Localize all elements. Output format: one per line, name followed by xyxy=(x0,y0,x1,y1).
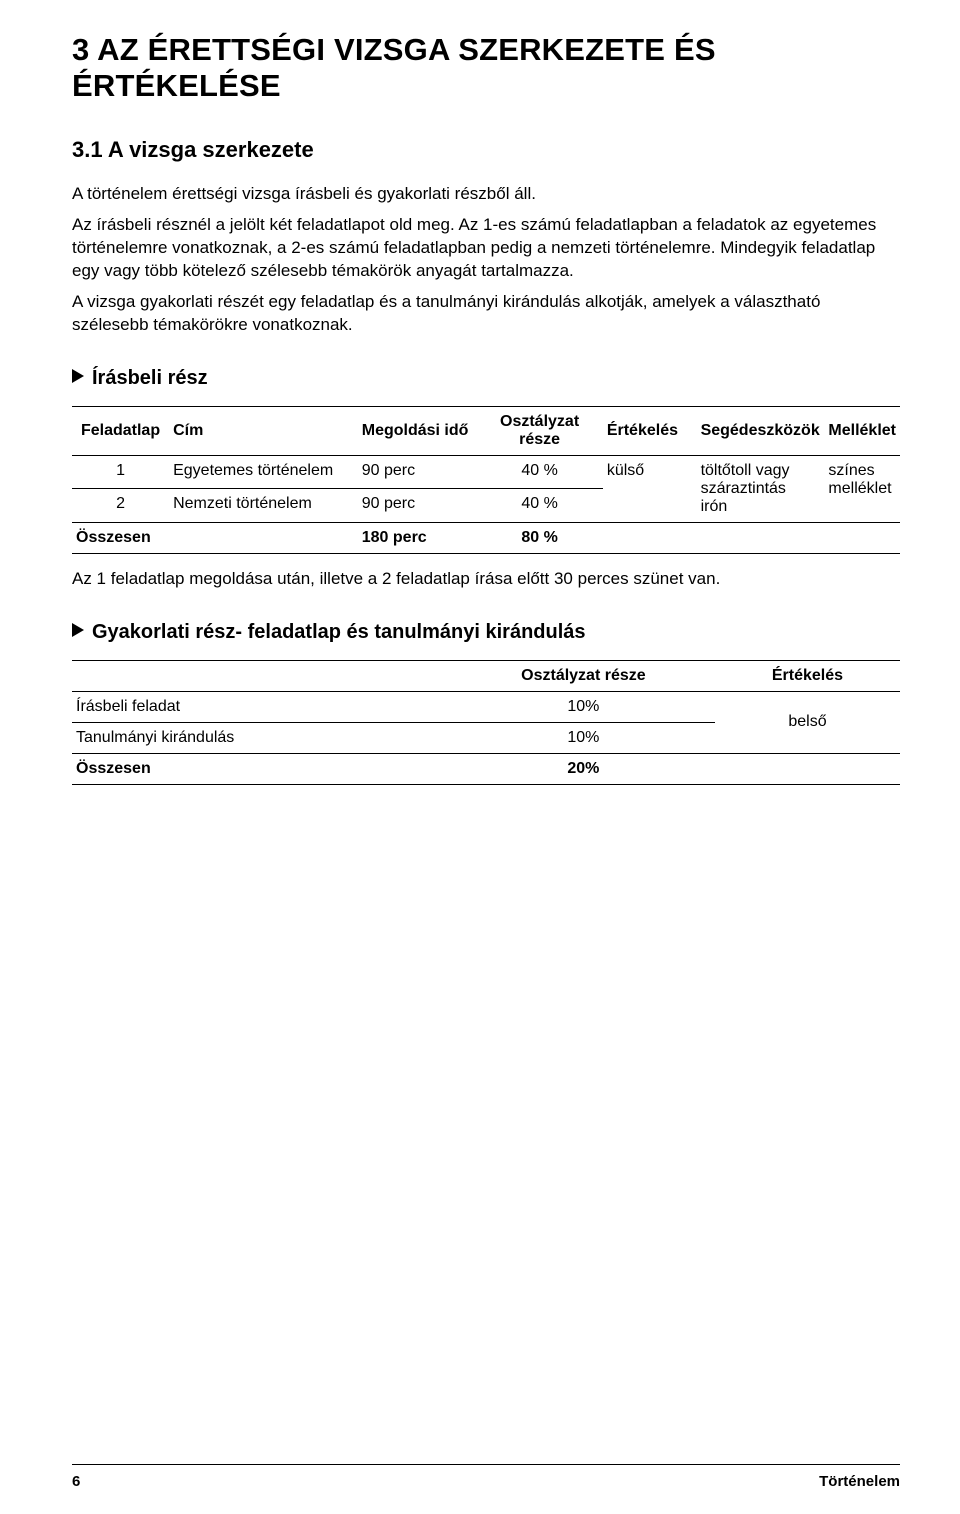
table-row: 1 Egyetemes történelem 90 perc 40 % küls… xyxy=(72,455,900,489)
cell-val: 10% xyxy=(452,691,715,722)
subject-label: Történelem xyxy=(819,1473,900,1490)
cell-ido: 90 perc xyxy=(358,489,477,523)
cell-resz: 40 % xyxy=(476,489,603,523)
title-line1: 3 AZ ÉRETTSÉGI VIZSGA SZERKEZETE ÉS xyxy=(72,32,716,67)
cell-ertekeles: belső xyxy=(715,691,900,753)
col-cim: Cím xyxy=(169,406,358,455)
cell-ido: 90 perc xyxy=(358,455,477,489)
table-header-row: Feladatlap Cím Megoldási idő Osztályzat … xyxy=(72,406,900,455)
heading-text: Írásbeli rész xyxy=(92,367,208,389)
paragraph: A történelem érettségi vizsga írásbeli é… xyxy=(72,183,900,206)
page: 3 AZ ÉRETTSÉGI VIZSGA SZERKEZETE ÉS ÉRTÉ… xyxy=(0,0,960,1514)
triangle-right-icon xyxy=(72,620,84,643)
cell-total-resz: 80 % xyxy=(476,522,603,553)
col-segedeszkozok: Segédeszközök xyxy=(697,406,825,455)
seged-line: száraztintás xyxy=(701,480,786,497)
cell-ertekeles: külső xyxy=(603,455,697,522)
cell-total-val: 20% xyxy=(452,753,715,784)
cell-label: Tanulmányi kirándulás xyxy=(72,722,452,753)
page-title: 3 AZ ÉRETTSÉGI VIZSGA SZERKEZETE ÉS ÉRTÉ… xyxy=(72,32,900,103)
table-row: Írásbeli feladat 10% belső xyxy=(72,691,900,722)
seged-line: irón xyxy=(701,498,728,515)
intro-paragraphs: A történelem érettségi vizsga írásbeli é… xyxy=(72,183,900,337)
written-part-heading: Írásbeli rész xyxy=(72,367,900,390)
paragraph: Az írásbeli résznél a jelölt két feladat… xyxy=(72,214,900,283)
cell-cim: Egyetemes történelem xyxy=(169,455,358,489)
practical-part-heading: Gyakorlati rész- feladatlap és tanulmány… xyxy=(72,621,900,644)
cell-n: 2 xyxy=(72,489,169,523)
cell-label: Írásbeli feladat xyxy=(72,691,452,722)
cell-total-label: Összesen xyxy=(72,522,358,553)
heading-text: Gyakorlati rész- feladatlap és tanulmány… xyxy=(92,621,586,643)
table-header-row: Osztályzat része Értékelés xyxy=(72,660,900,691)
col-osztalyzat-resze: Osztályzat része xyxy=(476,406,603,455)
table-total-row: Összesen 180 perc 80 % xyxy=(72,522,900,553)
paragraph: A vizsga gyakorlati részét egy feladatla… xyxy=(72,291,900,337)
col-megoldasi-ido: Megoldási idő xyxy=(358,406,477,455)
col-feladatlap: Feladatlap xyxy=(72,406,169,455)
cell-total-label: Összesen xyxy=(72,753,452,784)
col-osztalyzat-resze: Osztályzat része xyxy=(452,660,715,691)
cell-melleklet: színes melléklet xyxy=(824,455,900,522)
title-line2: ÉRTÉKELÉSE xyxy=(72,68,281,103)
page-number: 6 xyxy=(72,1473,80,1490)
cell-val: 10% xyxy=(452,722,715,753)
practical-part-table: Osztályzat része Értékelés Írásbeli fela… xyxy=(72,660,900,785)
col-melleklet: Melléklet xyxy=(824,406,900,455)
section-3-1-heading: 3.1 A vizsga szerkezete xyxy=(72,137,900,163)
cell-n: 1 xyxy=(72,455,169,489)
col-blank xyxy=(72,660,452,691)
written-part-table: Feladatlap Cím Megoldási idő Osztályzat … xyxy=(72,406,900,554)
cell-segedeszkozok: töltőtoll vagy száraztintás irón xyxy=(697,455,825,522)
mell-line: melléklet xyxy=(828,480,891,497)
cell-cim: Nemzeti történelem xyxy=(169,489,358,523)
mell-line: színes xyxy=(828,462,874,479)
between-note: Az 1 feladatlap megoldása után, illetve … xyxy=(72,568,900,591)
triangle-right-icon xyxy=(72,366,84,389)
cell-total-ido: 180 perc xyxy=(358,522,477,553)
table-total-row: Összesen 20% xyxy=(72,753,900,784)
col-ertekeles: Értékelés xyxy=(603,406,697,455)
seged-line: töltőtoll vagy xyxy=(701,462,790,479)
col-ertekeles: Értékelés xyxy=(715,660,900,691)
page-footer: 6 Történelem xyxy=(72,1464,900,1490)
cell-resz: 40 % xyxy=(476,455,603,489)
